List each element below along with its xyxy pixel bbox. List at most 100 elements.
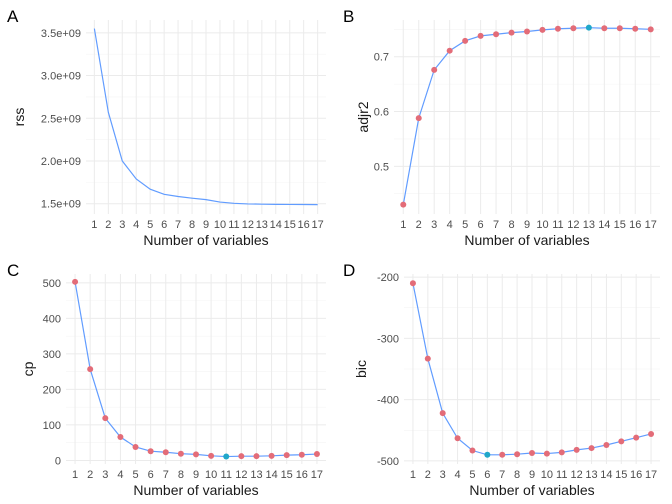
x-tick-label: 10 [205,469,217,481]
data-point [87,366,94,373]
data-point [647,26,654,33]
x-tick-label: 11 [228,219,239,231]
panel-label: B [343,7,354,26]
x-tick-label: 7 [163,469,169,481]
x-tick-label: 14 [265,469,277,481]
data-point [529,449,535,456]
x-tick-label: 16 [629,219,641,231]
x-tick-label: 6 [148,469,154,481]
data-point [454,435,461,442]
data-point [558,449,565,456]
x-tick-label: 9 [203,219,209,231]
x-tick-label: 12 [567,219,579,231]
x-tick-label: 11 [556,469,567,481]
y-tick-label: 0.6 [374,107,389,119]
series-line [93,28,318,206]
x-tick-label: 3 [431,219,437,231]
data-point [603,442,610,448]
x-tick-label: 8 [178,469,184,481]
data-point [573,446,580,453]
data-point [539,26,546,33]
x-tick-label: 2 [425,469,431,481]
y-tick-label: 400 [43,313,61,325]
x-tick-label: 9 [524,219,530,231]
x-tick-label: 13 [256,219,268,231]
data-point [524,28,530,35]
x-tick-label: 10 [214,219,226,231]
x-tick-label: 16 [298,219,310,231]
data-point [499,451,506,458]
x-tick-label: 3 [119,219,125,231]
x-tick-label: 4 [447,219,453,231]
x-tick-label: 8 [189,219,195,231]
x-tick-label: 13 [585,469,597,481]
x-tick-label: 4 [117,469,123,481]
data-point [446,47,453,54]
y-tick-label: 300 [43,349,61,361]
data-point [570,25,577,32]
x-tick-label: 10 [541,469,553,481]
data-point [253,453,260,460]
y-tick-label: 1.5e+09 [41,199,81,211]
y-tick-label: 500 [43,278,61,290]
x-tick-label: 9 [529,469,535,481]
data-point [162,449,169,456]
y-tick-label: 3.0e+09 [41,71,81,83]
x-tick-label: 1 [72,469,78,481]
y-tick-label: 200 [43,384,61,396]
x-tick-label: 11 [221,469,232,481]
y-axis-title: cp [20,361,36,376]
y-tick-label: -400 [377,395,399,407]
y-tick-label: 2.0e+09 [41,156,81,168]
data-point [462,37,469,44]
x-axis-title: Number of variables [143,232,268,248]
data-point [601,25,608,32]
highlight-point [223,453,230,460]
data-point [177,450,184,457]
highlight-point [585,24,592,31]
panel-label: D [343,261,355,280]
x-tick-label: 5 [147,219,153,231]
data-point [193,451,199,458]
data-point [477,32,484,39]
x-tick-label: 4 [455,469,461,481]
data-point [424,355,431,362]
x-tick-label: 15 [615,469,627,481]
x-tick-label: 1 [400,219,406,231]
data-point [439,410,446,417]
data-point [132,443,139,450]
y-tick-label: -300 [377,333,399,345]
x-axis-title: Number of variables [464,232,589,248]
data-point [208,452,215,459]
x-tick-label: 2 [105,219,111,231]
data-point [72,278,79,285]
x-axis-title: Number of variables [469,482,594,498]
data-point [543,450,550,457]
data-point [283,452,290,459]
panel-label: A [7,7,19,26]
x-tick-label: 16 [630,469,642,481]
x-tick-label: 1 [410,469,416,481]
x-tick-label: 12 [571,469,583,481]
data-point [298,451,305,458]
x-tick-label: 10 [536,219,548,231]
data-point [268,452,275,459]
data-point [238,453,245,460]
data-point [117,434,124,441]
data-point [102,415,109,422]
x-tick-label: 17 [645,469,657,481]
x-tick-label: 5 [132,469,138,481]
x-tick-label: 8 [508,219,514,231]
data-point [648,430,655,437]
x-tick-label: 6 [161,219,167,231]
x-tick-label: 6 [484,469,490,481]
data-point [493,31,500,38]
x-tick-label: 14 [598,219,610,231]
y-tick-label: 0.5 [374,161,389,173]
y-axis-title: bic [353,360,369,378]
x-tick-label: 11 [552,219,563,231]
data-point [618,438,625,445]
data-point [147,448,154,455]
